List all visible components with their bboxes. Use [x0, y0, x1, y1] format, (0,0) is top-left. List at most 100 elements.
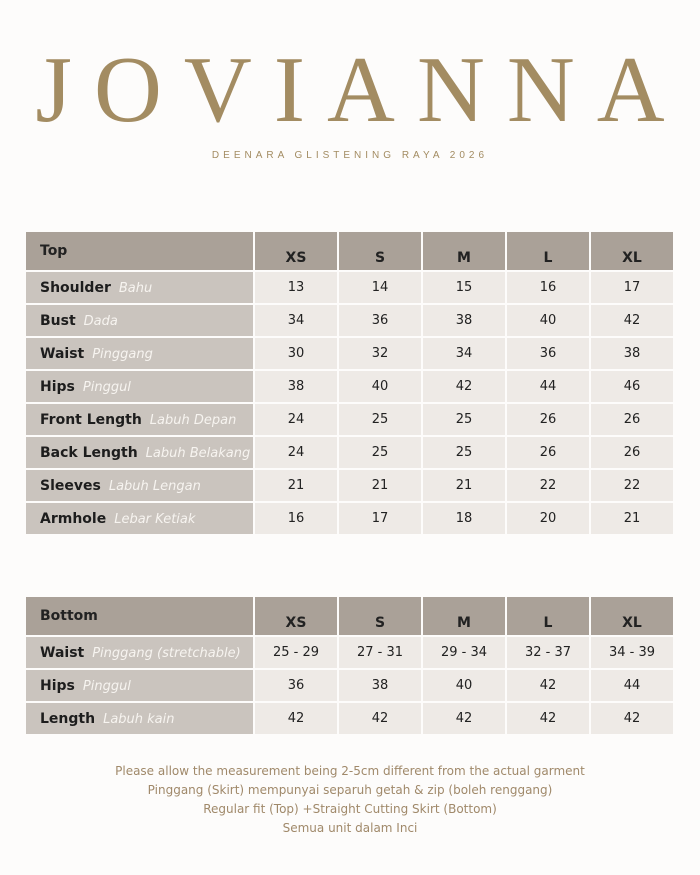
table-name: Bottom [26, 597, 253, 635]
brand-title: JOVIANNA [35, 38, 687, 142]
measure-value: 38 [591, 338, 673, 369]
measure-row: Waist Pinggang (stretchable) 25 - 29 27 - 3… [26, 637, 673, 668]
measure-value: 20 [507, 503, 589, 534]
row-label: Front Length Labuh Depan [26, 404, 253, 435]
size-header: L [507, 597, 589, 635]
measure-value: 42 [591, 305, 673, 336]
measure-row: Waist Pinggang 30 32 34 36 38 [26, 338, 673, 369]
measure-value: 44 [507, 371, 589, 402]
label-ms: Lebar Ketiak [114, 511, 196, 527]
measure-value: 42 [591, 703, 673, 734]
measure-value: 36 [255, 670, 337, 701]
measure-value: 25 [423, 404, 505, 435]
measure-row: Front Length Labuh Depan 24 25 25 26 26 [26, 404, 673, 435]
label-en: Shoulder [40, 279, 111, 296]
size-header: S [339, 597, 421, 635]
measure-value: 34 [423, 338, 505, 369]
measure-value: 46 [591, 371, 673, 402]
measure-value: 21 [255, 470, 337, 501]
row-label: Armhole Lebar Ketiak [26, 503, 253, 534]
table-name: Top [26, 232, 253, 270]
row-label: Length Labuh kain [26, 703, 253, 734]
measure-value: 25 [339, 404, 421, 435]
measure-value: 14 [339, 272, 421, 303]
measure-value: 21 [339, 470, 421, 501]
measure-value: 29 - 34 [423, 637, 505, 668]
measure-value: 44 [591, 670, 673, 701]
measure-row: Hips Pinggul 38 40 42 44 46 [26, 371, 673, 402]
measure-value: 34 - 39 [591, 637, 673, 668]
label-ms: Pinggang [92, 346, 153, 362]
label-en: Sleeves [40, 477, 101, 494]
measure-value: 40 [507, 305, 589, 336]
measure-value: 38 [339, 670, 421, 701]
label-en: Length [40, 710, 96, 727]
measure-value: 42 [423, 371, 505, 402]
row-label: Hips Pinggul [26, 371, 253, 402]
measure-value: 32 [339, 338, 421, 369]
measure-value: 22 [591, 470, 673, 501]
size-table: Top XS S M L XL Shoulder Bahu 13 14 15 16 17 Bust Dada… [24, 230, 675, 536]
measure-value: 26 [507, 404, 589, 435]
size-table: Bottom XS S M L XL Waist Pinggang (stretchable)… [24, 595, 675, 736]
measure-value: 42 [423, 703, 505, 734]
label-en: Waist [40, 644, 85, 661]
note-line: Semua unit dalam Inci [282, 821, 418, 835]
label-ms: Bahu [118, 280, 153, 296]
label-en: Bust [40, 312, 76, 329]
collection-subtitle: DEENARA GLISTENING RAYA 2026 [211, 150, 489, 161]
label-en: Waist [40, 345, 85, 362]
measure-row: Bust Dada 34 36 38 40 42 [26, 305, 673, 336]
note-line: Pinggang (Skirt) mempunyai separuh getah… [147, 783, 553, 797]
measure-value: 21 [591, 503, 673, 534]
size-header: M [423, 232, 505, 270]
row-label: Hips Pinggul [26, 670, 253, 701]
measure-value: 36 [339, 305, 421, 336]
label-ms: Pinggang (stretchable) [92, 645, 241, 661]
measure-value: 42 [255, 703, 337, 734]
measure-value: 38 [255, 371, 337, 402]
size-header: S [339, 232, 421, 270]
measure-value: 21 [423, 470, 505, 501]
size-header: XL [591, 597, 673, 635]
size-header: M [423, 597, 505, 635]
measure-value: 27 - 31 [339, 637, 421, 668]
measure-value: 42 [507, 703, 589, 734]
measure-value: 40 [423, 670, 505, 701]
label-en: Hips [40, 378, 75, 395]
measure-value: 26 [591, 437, 673, 468]
measure-value: 13 [255, 272, 337, 303]
measure-value: 15 [423, 272, 505, 303]
measure-row: Armhole Lebar Ketiak 16 17 18 20 21 [26, 503, 673, 534]
notes: Please allow the measurement being 2-5cm… [0, 762, 700, 838]
label-ms: Pinggul [82, 379, 131, 395]
measure-value: 40 [339, 371, 421, 402]
measure-row: Sleeves Labuh Lengan 21 21 21 22 22 [26, 470, 673, 501]
measure-value: 16 [255, 503, 337, 534]
size-header: XS [255, 232, 337, 270]
measure-row: Back Length Labuh Belakang 24 25 25 26 26 [26, 437, 673, 468]
row-label: Back Length Labuh Belakang [26, 437, 253, 468]
label-ms: Labuh Depan [149, 412, 237, 428]
label-en: Hips [40, 677, 75, 694]
row-label: Bust Dada [26, 305, 253, 336]
measure-value: 26 [507, 437, 589, 468]
measure-value: 18 [423, 503, 505, 534]
measure-row: Shoulder Bahu 13 14 15 16 17 [26, 272, 673, 303]
size-header: L [507, 232, 589, 270]
label-en: Armhole [40, 510, 107, 527]
label-ms: Labuh Lengan [108, 478, 201, 494]
measure-value: 24 [255, 437, 337, 468]
measure-value: 24 [255, 404, 337, 435]
label-ms: Pinggul [82, 678, 131, 694]
label-en: Front Length [40, 411, 142, 428]
measure-value: 36 [507, 338, 589, 369]
label-ms: Labuh kain [103, 711, 175, 727]
measure-value: 22 [507, 470, 589, 501]
size-header: XL [591, 232, 673, 270]
measure-value: 17 [591, 272, 673, 303]
row-label: Shoulder Bahu [26, 272, 253, 303]
measure-value: 34 [255, 305, 337, 336]
measure-value: 25 [423, 437, 505, 468]
